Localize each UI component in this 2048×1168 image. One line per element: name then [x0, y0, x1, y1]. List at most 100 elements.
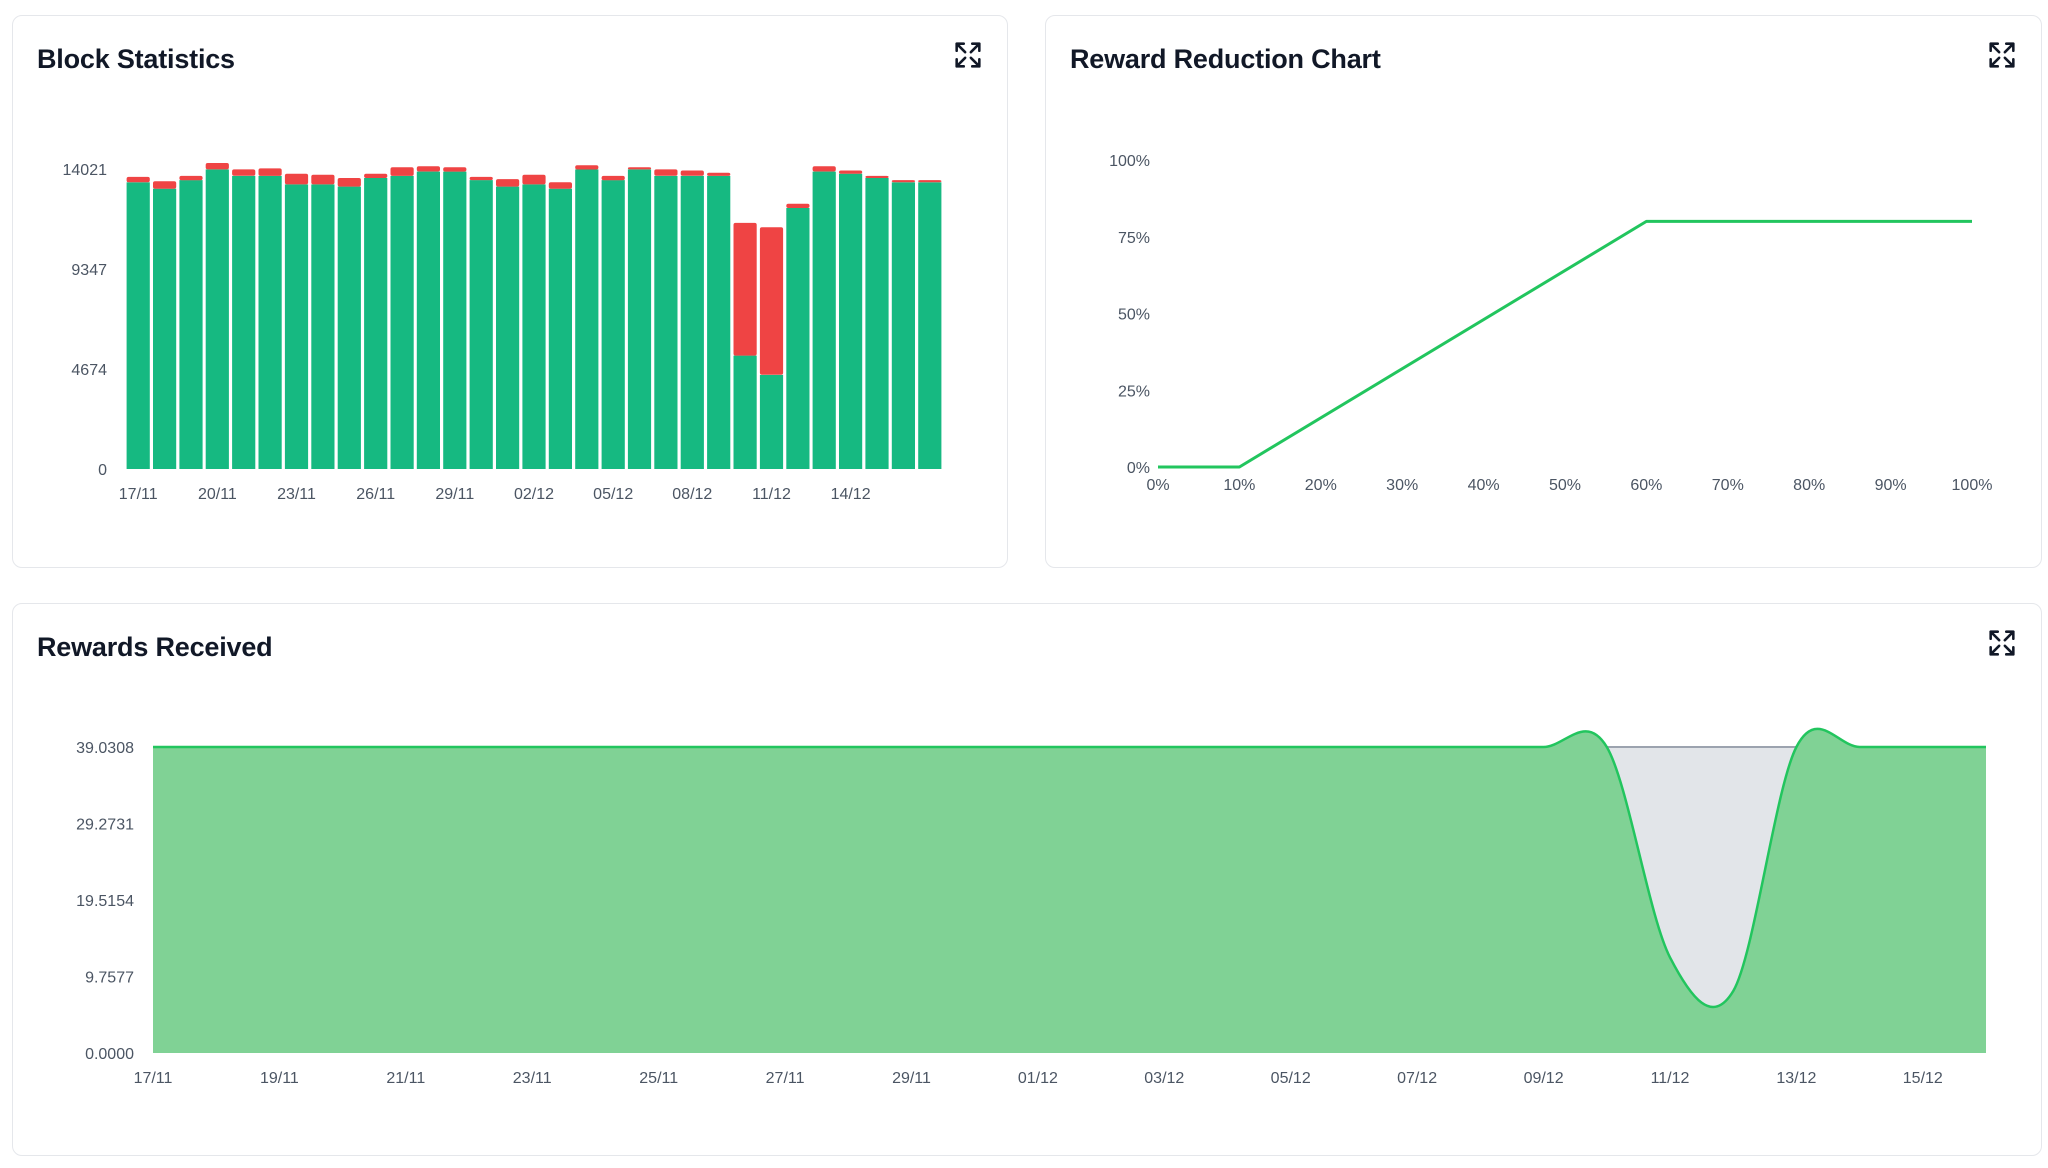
bar-segment-green — [522, 184, 546, 469]
block-statistics-chart: 0 4674 9347 14021 17/11 20/11 23/11 26/11 29/11 0… — [63, 162, 942, 503]
x-tick-label: 17/11 — [134, 1070, 173, 1087]
y-tick-label: 0 — [98, 462, 107, 479]
expand-icon[interactable] — [951, 38, 985, 72]
block-statistics-card: Block Statistics 0 4674 9347 14021 17/11 20/1… — [12, 15, 1008, 568]
bar-segment-red — [654, 169, 678, 176]
x-tick-label: 20/11 — [198, 486, 237, 503]
y-tick-label: 9347 — [71, 262, 107, 279]
bar-segment-green — [443, 171, 467, 469]
y-tick-label: 25% — [1118, 383, 1150, 400]
bar-segment-red — [179, 175, 203, 181]
bar-segment-red — [707, 172, 731, 176]
bar-segment-green — [337, 186, 361, 469]
x-tick-label: 03/12 — [1144, 1070, 1184, 1087]
bar-segment-green — [707, 175, 731, 469]
bar-segment-red — [205, 163, 229, 170]
x-tick-label: 13/12 — [1776, 1070, 1816, 1087]
bar-segment-green — [311, 184, 335, 469]
x-tick-label: 80% — [1793, 477, 1825, 494]
y-tick-label: 4674 — [71, 362, 107, 379]
received-area — [153, 728, 1986, 1053]
expand-icon[interactable] — [1985, 626, 2019, 660]
bar-segment-red — [153, 181, 177, 189]
bar-segment-green — [153, 188, 177, 469]
x-tick-label: 27/11 — [766, 1070, 805, 1087]
bar-segment-green — [575, 169, 599, 469]
bar-segment-green — [416, 171, 440, 469]
bar-segment-red — [337, 178, 361, 187]
bar-segment-red — [469, 176, 493, 181]
bar-segment-green — [891, 182, 915, 470]
x-tick-label: 15/12 — [1903, 1070, 1943, 1087]
bar-segment-red — [416, 166, 440, 172]
bar-segment-red — [258, 168, 282, 176]
bar-segment-green — [601, 180, 625, 469]
bar-segment-red — [232, 169, 256, 176]
bar-segment-red — [390, 167, 414, 176]
x-tick-label: 01/12 — [1018, 1070, 1058, 1087]
bar-segment-green — [126, 182, 150, 470]
received-line — [152, 727, 1986, 1009]
x-tick-label: 50% — [1549, 477, 1581, 494]
rewards-received-title: Rewards Received — [37, 632, 273, 662]
x-tick-label: 02/12 — [514, 486, 554, 503]
bar-segment-red — [759, 227, 784, 375]
bar-segment-red — [918, 180, 942, 183]
bar-segment-red — [733, 222, 757, 356]
x-tick-label: 40% — [1468, 477, 1500, 494]
x-tick-label: 05/12 — [1271, 1070, 1311, 1087]
y-tick-label: 19.5154 — [76, 893, 134, 910]
x-tick-label: 21/11 — [386, 1070, 425, 1087]
bar-segment-red — [812, 166, 836, 172]
y-tick-label: 100% — [1109, 153, 1150, 170]
y-tick-label: 0% — [1127, 460, 1150, 477]
x-tick-label: 100% — [1952, 477, 1993, 494]
x-tick-label: 17/11 — [119, 486, 158, 503]
y-tick-label: 39.0308 — [76, 740, 134, 757]
bar-segment-red — [496, 179, 520, 187]
rewards-received-card: Rewards Received 0.0000 9.7577 19.5154 29.2… — [12, 603, 2042, 1156]
x-tick-label: 20% — [1305, 477, 1337, 494]
bar-segment-green — [654, 175, 678, 469]
bar-segment-green — [548, 188, 572, 469]
bar-segment-green — [232, 175, 256, 469]
bar-segment-red — [627, 167, 652, 170]
bar-segment-green — [496, 186, 520, 469]
bar-segment-green — [205, 169, 229, 469]
x-tick-label: 11/12 — [752, 486, 791, 503]
bar-segment-red — [284, 173, 309, 185]
x-tick-label: 23/11 — [277, 486, 316, 503]
reward-reduction-line — [1158, 219, 1972, 469]
y-tick-label: 9.7577 — [85, 970, 134, 987]
bar-segment-red — [865, 175, 889, 178]
bar-segment-green — [364, 178, 388, 469]
bar-segment-red — [601, 175, 625, 181]
y-tick-label: 50% — [1118, 307, 1150, 324]
y-tick-label: 14021 — [63, 162, 108, 179]
bar-segment-red — [364, 173, 388, 178]
bar-segment-green — [680, 175, 704, 469]
x-tick-label: 0% — [1146, 477, 1169, 494]
x-tick-label: 11/12 — [1651, 1070, 1690, 1087]
block-statistics-title: Block Statistics — [37, 44, 235, 74]
bar-segment-green — [839, 173, 863, 469]
bar-segment-green — [759, 374, 784, 469]
x-tick-label: 10% — [1223, 477, 1255, 494]
bar-segment-green — [733, 355, 757, 469]
reward-reduction-title: Reward Reduction Chart — [1070, 44, 1381, 74]
reward-reduction-chart: 0% 25% 50% 75% 100% 0% 10% 20% 30% 40% 50% 60% 70% 80… — [1109, 153, 1993, 494]
bar-segment-green — [258, 175, 282, 469]
rewards-received-chart: 0.0000 9.7577 19.5154 29.2731 39.0308 17/11 19… — [76, 727, 1986, 1087]
bar-segment-red — [786, 203, 810, 208]
x-tick-label: 14/12 — [831, 486, 871, 503]
expand-icon[interactable] — [1985, 38, 2019, 72]
bar-segment-green — [918, 182, 942, 470]
bar-segment-red — [891, 180, 915, 183]
x-tick-label: 29/11 — [892, 1070, 931, 1087]
bar-segment-red — [680, 170, 704, 176]
x-tick-label: 29/11 — [435, 486, 474, 503]
x-tick-label: 90% — [1875, 477, 1907, 494]
x-tick-label: 09/12 — [1524, 1070, 1564, 1087]
x-tick-label: 08/12 — [672, 486, 712, 503]
bar-segment-red — [311, 174, 335, 185]
